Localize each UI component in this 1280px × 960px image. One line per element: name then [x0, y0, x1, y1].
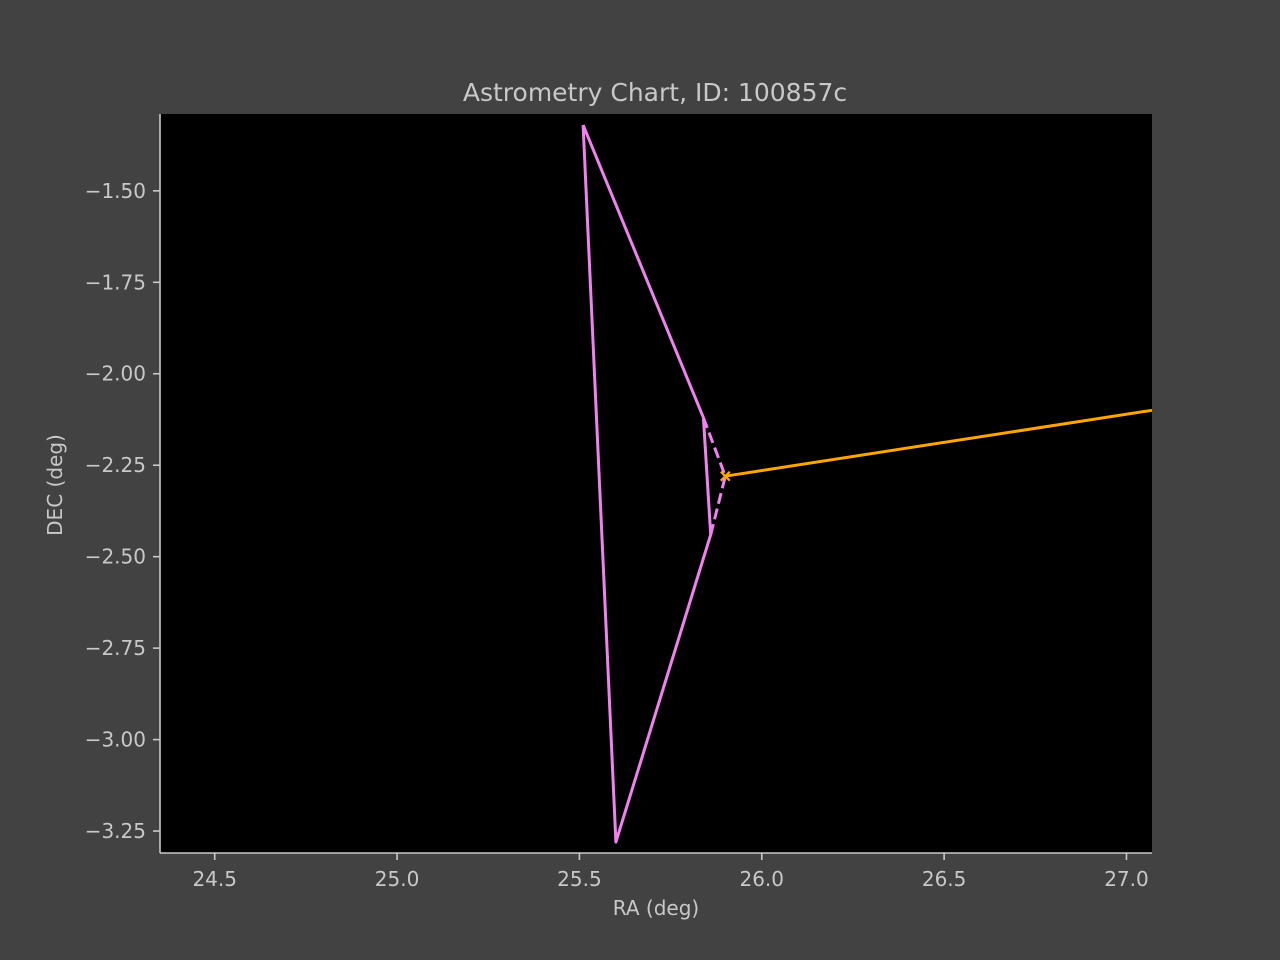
y-tick-label: −1.50 [85, 179, 146, 203]
x-tick-label: 26.0 [739, 867, 784, 891]
y-tick-label: −2.25 [85, 453, 146, 477]
y-tick-label: −2.00 [85, 362, 146, 386]
y-tick-label: −3.00 [85, 728, 146, 752]
chart-title: Astrometry Chart, ID: 100857c [463, 78, 847, 107]
x-tick-label: 26.5 [922, 867, 967, 891]
y-axis-label: DEC (deg) [43, 434, 67, 536]
y-tick-label: −2.75 [85, 636, 146, 660]
series-line-3 [725, 408, 1153, 478]
y-axis-ticks: −1.50 −1.75 −2.00 −2.25 −2.50 −2.75 −3.00 −3.25 [85, 179, 160, 843]
x-tick-label: 25.5 [557, 867, 602, 891]
y-tick-label: −1.75 [85, 270, 146, 294]
x-tick-label: 24.5 [192, 867, 237, 891]
plot-area [160, 114, 1152, 853]
series-line-2 [701, 417, 727, 536]
x-tick-label: 25.0 [375, 867, 420, 891]
y-tick-label: −2.50 [85, 545, 146, 569]
x-tick-label: 27.0 [1104, 867, 1149, 891]
series-layer [581, 124, 1153, 844]
x-axis-label: RA (deg) [613, 896, 699, 920]
marker-layer [720, 470, 731, 482]
x-axis-ticks: 24.5 25.0 25.5 26.0 26.5 27.0 [192, 853, 1149, 891]
x-marker-1 [720, 470, 731, 482]
y-tick-label: −3.25 [85, 819, 146, 843]
